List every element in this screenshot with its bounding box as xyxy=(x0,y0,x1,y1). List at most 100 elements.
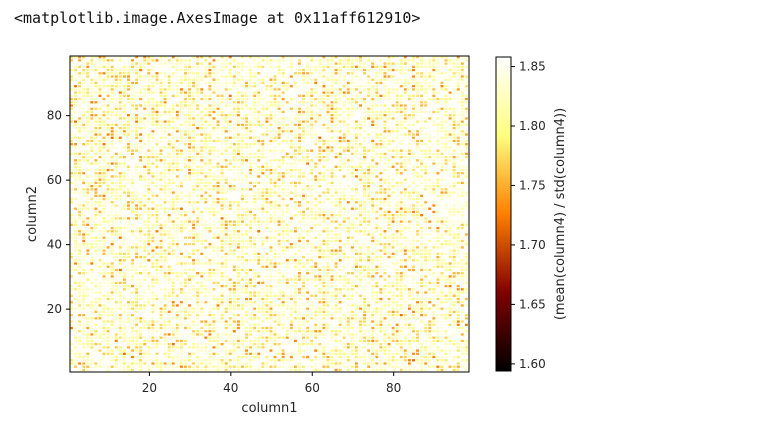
heatmap-cell xyxy=(383,288,387,291)
heatmap-cell xyxy=(355,230,358,233)
heatmap-cell xyxy=(334,365,338,368)
heatmap-cell xyxy=(208,301,212,304)
heatmap-cell xyxy=(460,249,464,252)
heatmap-cell xyxy=(424,265,428,268)
heatmap-cell xyxy=(314,255,318,259)
heatmap-cell xyxy=(367,259,371,262)
heatmap-cell xyxy=(326,236,330,239)
heatmap-cell xyxy=(383,268,387,272)
heatmap-cell xyxy=(338,294,342,297)
heatmap-cell xyxy=(387,310,391,314)
heatmap-cell xyxy=(440,207,444,210)
heatmap-cell xyxy=(273,304,277,307)
heatmap-cell xyxy=(273,214,277,217)
heatmap-cell xyxy=(261,281,265,285)
heatmap-cell xyxy=(82,275,86,278)
heatmap-cell xyxy=(440,365,444,368)
heatmap-cell xyxy=(171,207,175,210)
heatmap-cell xyxy=(98,194,102,197)
heatmap-cell xyxy=(346,223,350,226)
heatmap-cell xyxy=(318,184,322,188)
heatmap-cell xyxy=(269,297,273,301)
heatmap-cell xyxy=(74,220,77,223)
heatmap-cell xyxy=(420,323,424,326)
heatmap-cell xyxy=(236,207,240,210)
heatmap-cell xyxy=(253,294,257,297)
heatmap-cell xyxy=(350,223,354,226)
heatmap-cell xyxy=(399,313,403,317)
heatmap-cell xyxy=(216,226,220,230)
heatmap-cell xyxy=(428,223,432,226)
heatmap-cell xyxy=(444,297,448,301)
heatmap-cell xyxy=(184,249,187,252)
heatmap-cell xyxy=(74,333,77,336)
heatmap-cell xyxy=(326,368,330,372)
heatmap-cell xyxy=(436,255,440,259)
heatmap-cell xyxy=(330,313,334,317)
heatmap-cell xyxy=(330,230,334,233)
heatmap-cell xyxy=(151,304,155,307)
heatmap-cell xyxy=(277,268,281,272)
heatmap-cell xyxy=(281,326,285,330)
heatmap-cell xyxy=(200,310,204,314)
heatmap-cell xyxy=(277,294,281,297)
heatmap-cell xyxy=(110,246,114,249)
heatmap-cell xyxy=(298,249,301,252)
heatmap-cell xyxy=(399,265,403,268)
heatmap-cell xyxy=(232,194,236,197)
heatmap-cell xyxy=(273,252,277,256)
heatmap-cell xyxy=(289,284,293,288)
heatmap-cell xyxy=(196,326,200,330)
heatmap-cell xyxy=(192,239,196,243)
heatmap-cell xyxy=(273,330,277,333)
heatmap-cell xyxy=(338,184,342,188)
heatmap-cell xyxy=(171,268,175,272)
heatmap-cell xyxy=(151,252,155,256)
heatmap-cell xyxy=(436,326,440,330)
heatmap-cell xyxy=(346,204,350,207)
heatmap-cell xyxy=(139,265,143,268)
heatmap-cell xyxy=(139,278,143,281)
heatmap-cell xyxy=(375,210,379,214)
heatmap-cell xyxy=(448,252,452,256)
heatmap-cell xyxy=(281,191,285,194)
heatmap-cell xyxy=(391,333,395,336)
heatmap-cell xyxy=(147,362,151,365)
heatmap-cell xyxy=(249,359,253,362)
heatmap-cell xyxy=(428,278,432,281)
heatmap-cell xyxy=(135,249,139,252)
heatmap-cell xyxy=(163,226,167,230)
heatmap-cell xyxy=(200,323,204,326)
heatmap-cell xyxy=(224,346,228,349)
heatmap-cell xyxy=(192,281,196,285)
heatmap-cell xyxy=(367,230,371,233)
heatmap-cell xyxy=(192,184,196,188)
heatmap-cell xyxy=(314,259,318,262)
heatmap-cell xyxy=(159,230,163,233)
heatmap-cell xyxy=(90,268,94,272)
heatmap-cell xyxy=(188,259,191,262)
heatmap-cell xyxy=(371,330,375,333)
heatmap-cell xyxy=(432,233,436,236)
heatmap-cell xyxy=(346,288,350,291)
heatmap-cell xyxy=(212,191,216,194)
heatmap-cell xyxy=(395,233,399,236)
heatmap-cell xyxy=(298,336,301,339)
heatmap-cell xyxy=(269,368,273,372)
heatmap-cell xyxy=(135,359,139,362)
heatmap-cell xyxy=(330,359,334,362)
heatmap-cell xyxy=(452,291,456,294)
heatmap-cell xyxy=(253,275,257,278)
heatmap-cell xyxy=(110,201,114,204)
heatmap-cell xyxy=(257,255,261,259)
heatmap-cell xyxy=(253,246,257,249)
heatmap-cell xyxy=(383,191,387,194)
heatmap-cell xyxy=(452,365,456,368)
heatmap-cell xyxy=(171,236,175,239)
heatmap-cell xyxy=(245,368,248,372)
heatmap-cell xyxy=(395,184,399,188)
heatmap-cell xyxy=(391,368,395,372)
heatmap-cell xyxy=(184,252,187,256)
heatmap-cell xyxy=(70,201,73,204)
heatmap-cell xyxy=(395,217,399,220)
